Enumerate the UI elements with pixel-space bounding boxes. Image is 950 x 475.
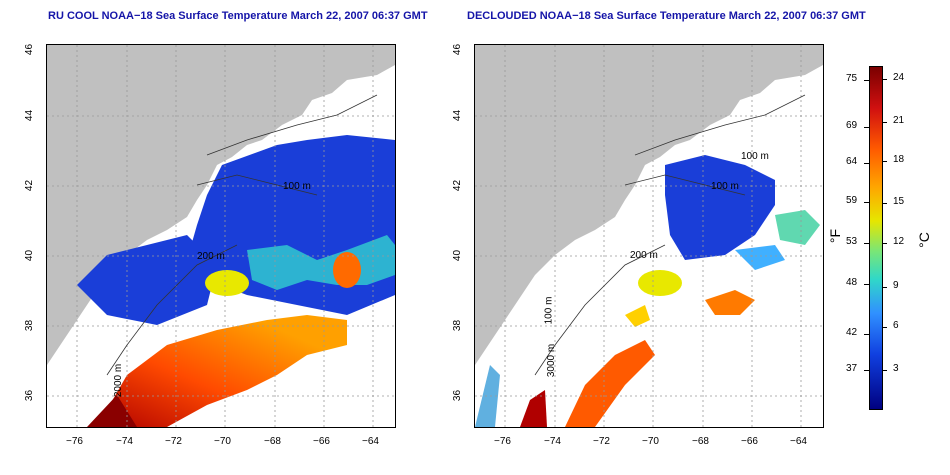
x-tick-label: −66 — [741, 436, 758, 447]
celsius-tick: 24 — [893, 72, 905, 83]
x-tick-label: −70 — [642, 436, 659, 447]
declouded-sst-map[interactable]: 100 m 100 m 200 m 100 m 3000 m — [474, 44, 824, 428]
contour-label-100m-a: 100 m — [741, 151, 769, 162]
x-tick-label: −74 — [116, 436, 133, 447]
celsius-tick: 12 — [893, 236, 905, 247]
contour-label-100m: 100 m — [283, 181, 311, 192]
contour-label-3000m: 3000 m — [546, 343, 558, 378]
land-mass — [47, 45, 395, 365]
celsius-tick-mark — [882, 243, 887, 244]
fahrenheit-tick: 75 — [846, 73, 858, 84]
y-tick-label: 36 — [452, 389, 464, 402]
fahrenheit-tick: 37 — [846, 363, 858, 374]
temperature-colorbar — [869, 66, 883, 410]
y-tick-label: 42 — [452, 179, 464, 192]
celsius-tick-mark — [882, 79, 887, 80]
contour-label-100m-b: 100 m — [711, 181, 739, 192]
x-tick-label: −68 — [692, 436, 709, 447]
x-tick-label: −74 — [544, 436, 561, 447]
y-tick-label: 46 — [452, 43, 464, 56]
land-mass — [475, 45, 823, 365]
x-tick-label: −70 — [214, 436, 231, 447]
y-tick-label: 38 — [452, 319, 464, 332]
fahrenheit-tick: 59 — [846, 195, 858, 206]
x-tick-label: −64 — [790, 436, 807, 447]
fahrenheit-tick: 69 — [846, 120, 858, 131]
x-tick-label: −76 — [66, 436, 83, 447]
x-tick-label: −72 — [165, 436, 182, 447]
y-tick-label: 38 — [24, 319, 36, 332]
celsius-tick-mark — [882, 161, 887, 162]
left-map-title: RU COOL NOAA−18 Sea Surface Temperature … — [48, 10, 428, 22]
y-tick-label: 36 — [24, 389, 36, 402]
contour-label-200m: 200 m — [630, 250, 658, 261]
y-tick-label: 46 — [24, 43, 36, 56]
x-tick-label: −76 — [494, 436, 511, 447]
fahrenheit-tick-mark — [864, 370, 869, 371]
celsius-tick: 6 — [893, 320, 899, 331]
x-tick-label: −66 — [313, 436, 330, 447]
fahrenheit-tick: 53 — [846, 236, 858, 247]
fahrenheit-tick-mark — [864, 334, 869, 335]
x-tick-label: −68 — [264, 436, 281, 447]
contour-label-200m: 200 m — [197, 251, 225, 262]
celsius-tick-mark — [882, 327, 887, 328]
x-tick-label: −64 — [362, 436, 379, 447]
fahrenheit-tick-mark — [864, 284, 869, 285]
y-tick-label: 44 — [24, 109, 36, 122]
raw-sst-map[interactable]: 100 m 200 m 2000 m — [46, 44, 396, 428]
celsius-tick: 18 — [893, 154, 905, 165]
fahrenheit-tick-mark — [864, 202, 869, 203]
fahrenheit-tick: 48 — [846, 277, 858, 288]
celsius-unit: °C — [915, 232, 932, 248]
celsius-tick: 9 — [893, 280, 899, 291]
contour-label-2000m: 2000 m — [113, 363, 125, 398]
celsius-tick: 21 — [893, 115, 905, 126]
fahrenheit-unit: °F — [827, 228, 844, 244]
celsius-tick-mark — [882, 287, 887, 288]
y-tick-label: 40 — [24, 249, 36, 262]
fahrenheit-tick-mark — [864, 80, 869, 81]
celsius-tick-mark — [882, 203, 887, 204]
celsius-tick: 15 — [893, 196, 905, 207]
right-map-title: DECLOUDED NOAA−18 Sea Surface Temperatur… — [467, 10, 866, 22]
celsius-tick-mark — [882, 370, 887, 371]
y-tick-label: 42 — [24, 179, 36, 192]
y-tick-label: 44 — [452, 109, 464, 122]
x-tick-label: −72 — [593, 436, 610, 447]
fahrenheit-tick-mark — [864, 243, 869, 244]
celsius-tick: 3 — [893, 363, 899, 374]
fahrenheit-tick: 64 — [846, 156, 858, 167]
celsius-tick-mark — [882, 122, 887, 123]
fahrenheit-tick-mark — [864, 163, 869, 164]
fahrenheit-tick-mark — [864, 127, 869, 128]
y-tick-label: 40 — [452, 249, 464, 262]
contour-label-100m-c: 100 m — [543, 296, 555, 325]
fahrenheit-tick: 42 — [846, 327, 858, 338]
